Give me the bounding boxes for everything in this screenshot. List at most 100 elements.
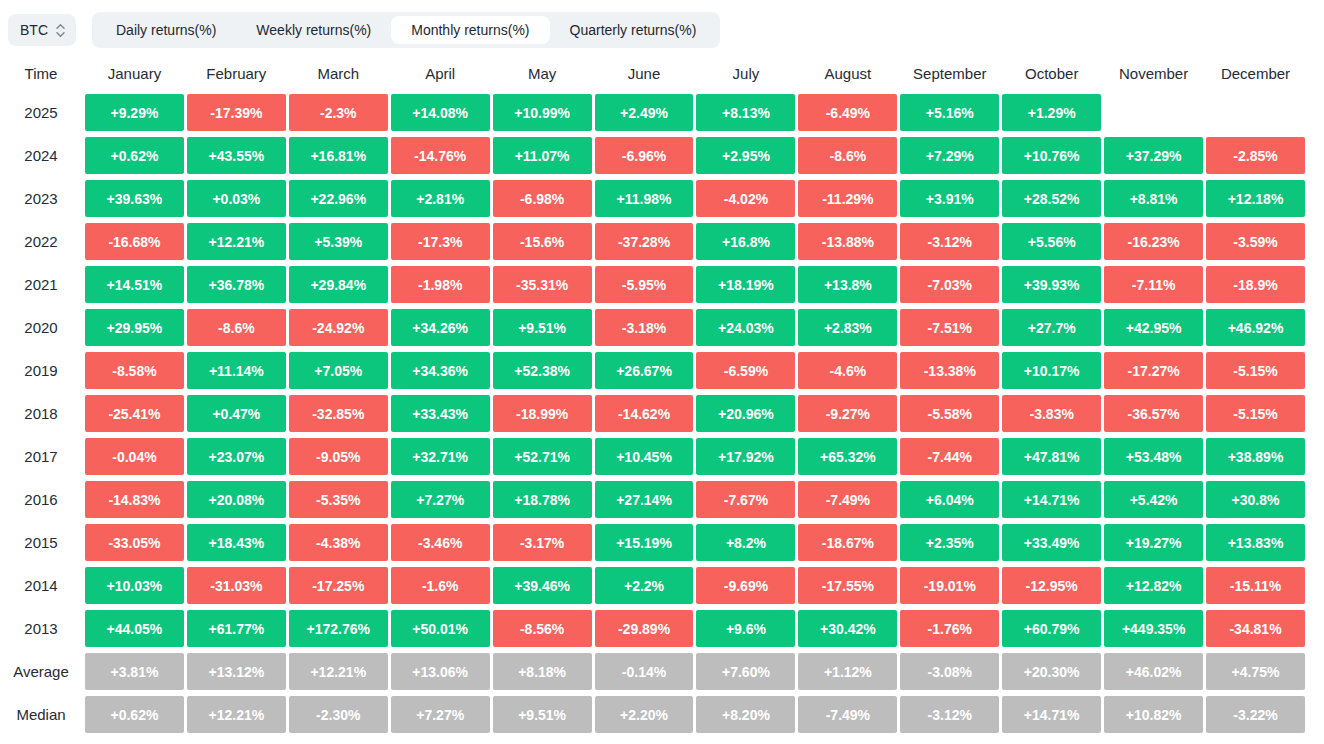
return-cell: -1.6%	[391, 567, 490, 604]
return-cell: +33.43%	[391, 395, 490, 432]
return-cell: +12.82%	[1104, 567, 1203, 604]
return-cell: +0.03%	[187, 180, 286, 217]
return-cell: +52.38%	[493, 352, 592, 389]
return-cell: +2.81%	[391, 180, 490, 217]
return-cell: -7.49%	[798, 696, 897, 733]
return-cell: -18.99%	[493, 395, 592, 432]
return-cell: +11.14%	[187, 352, 286, 389]
return-cell: -4.38%	[289, 524, 388, 561]
return-cell: -2.3%	[289, 94, 388, 131]
return-cell: +14.71%	[1002, 481, 1101, 518]
return-cell: -14.62%	[595, 395, 694, 432]
return-cell: -13.38%	[900, 352, 999, 389]
return-cell: -34.81%	[1206, 610, 1305, 647]
return-cell: +22.96%	[289, 180, 388, 217]
return-cell: +26.67%	[595, 352, 694, 389]
symbol-select-label: BTC	[20, 22, 48, 38]
return-cell: -8.6%	[187, 309, 286, 346]
return-cell: -8.6%	[798, 137, 897, 174]
return-cell: -5.35%	[289, 481, 388, 518]
return-cell: +14.51%	[85, 266, 184, 303]
symbol-select[interactable]: BTC	[8, 14, 76, 46]
return-cell: +9.29%	[85, 94, 184, 131]
return-cell: +7.27%	[391, 696, 490, 733]
column-header-march: March	[289, 58, 388, 88]
return-cell: -29.89%	[595, 610, 694, 647]
return-cell: +53.48%	[1104, 438, 1203, 475]
return-cell: -17.55%	[798, 567, 897, 604]
return-cell: -7.51%	[900, 309, 999, 346]
return-cell: +39.93%	[1002, 266, 1101, 303]
column-header-december: December	[1206, 58, 1305, 88]
row-label-2014: 2014	[0, 567, 82, 604]
row-label-2024: 2024	[0, 137, 82, 174]
column-header-july: July	[696, 58, 795, 88]
return-cell: -17.25%	[289, 567, 388, 604]
tab-daily-returns[interactable]: Daily returns(%)	[96, 16, 236, 44]
row-label-2019: 2019	[0, 352, 82, 389]
row-label-2023: 2023	[0, 180, 82, 217]
return-cell: +8.2%	[696, 524, 795, 561]
return-cell: -12.95%	[1002, 567, 1101, 604]
tab-quarterly-returns[interactable]: Quarterly returns(%)	[550, 16, 717, 44]
return-cell: +3.81%	[85, 653, 184, 690]
row-label-2013: 2013	[0, 610, 82, 647]
return-cell: -3.17%	[493, 524, 592, 561]
return-cell: -3.18%	[595, 309, 694, 346]
return-cell: +2.95%	[696, 137, 795, 174]
return-cell	[1206, 94, 1305, 131]
return-cell: +14.08%	[391, 94, 490, 131]
return-cell: +24.03%	[696, 309, 795, 346]
return-cell: +30.42%	[798, 610, 897, 647]
return-cell: -17.27%	[1104, 352, 1203, 389]
return-cell: +12.21%	[187, 223, 286, 260]
return-cell: +13.8%	[798, 266, 897, 303]
tab-monthly-returns[interactable]: Monthly returns(%)	[391, 16, 549, 44]
return-cell: +18.19%	[696, 266, 795, 303]
return-cell: +7.05%	[289, 352, 388, 389]
return-cell: -8.56%	[493, 610, 592, 647]
return-cell	[1104, 94, 1203, 131]
return-cell: +10.03%	[85, 567, 184, 604]
return-cell: +20.30%	[1002, 653, 1101, 690]
return-cell: +28.52%	[1002, 180, 1101, 217]
return-cell: -35.31%	[493, 266, 592, 303]
return-cell: -7.11%	[1104, 266, 1203, 303]
return-cell: +16.8%	[696, 223, 795, 260]
return-cell: +12.18%	[1206, 180, 1305, 217]
return-cell: -15.6%	[493, 223, 592, 260]
return-cell: -36.57%	[1104, 395, 1203, 432]
column-header-november: November	[1104, 58, 1203, 88]
return-cell: -5.15%	[1206, 395, 1305, 432]
tab-weekly-returns[interactable]: Weekly returns(%)	[236, 16, 391, 44]
return-cell: +38.89%	[1206, 438, 1305, 475]
return-cell: +11.07%	[493, 137, 592, 174]
return-cell: -11.29%	[798, 180, 897, 217]
return-cell: +449.35%	[1104, 610, 1203, 647]
return-cell: +2.20%	[595, 696, 694, 733]
return-cell: +12.21%	[187, 696, 286, 733]
column-header-may: May	[493, 58, 592, 88]
return-cell: +7.29%	[900, 137, 999, 174]
row-label-2018: 2018	[0, 395, 82, 432]
return-cell: -7.44%	[900, 438, 999, 475]
return-cell: -3.46%	[391, 524, 490, 561]
return-cell: +5.42%	[1104, 481, 1203, 518]
return-cell: -3.12%	[900, 696, 999, 733]
row-label-average: Average	[0, 653, 82, 690]
return-cell: -31.03%	[187, 567, 286, 604]
return-cell: +3.91%	[900, 180, 999, 217]
return-cell: +8.81%	[1104, 180, 1203, 217]
return-cell: -5.58%	[900, 395, 999, 432]
row-label-2021: 2021	[0, 266, 82, 303]
return-cell: +5.16%	[900, 94, 999, 131]
return-cell: +2.2%	[595, 567, 694, 604]
time-header: Time	[0, 58, 82, 88]
return-cell: -32.85%	[289, 395, 388, 432]
toolbar: BTC Daily returns(%)Weekly returns(%)Mon…	[0, 0, 1324, 48]
return-cell: -6.59%	[696, 352, 795, 389]
row-label-2017: 2017	[0, 438, 82, 475]
return-cell: +23.07%	[187, 438, 286, 475]
row-label-2015: 2015	[0, 524, 82, 561]
return-cell: +18.78%	[493, 481, 592, 518]
